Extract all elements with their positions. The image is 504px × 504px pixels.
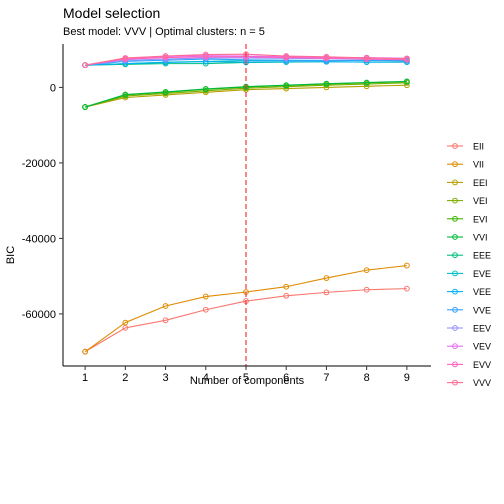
legend-key-point	[452, 215, 458, 222]
legend-item-evi: EVI	[447, 214, 488, 224]
legend-label: VVE	[473, 305, 491, 315]
legend-item-evv: EVV	[447, 360, 491, 370]
y-axis: 0 -20000 -40000 -60000	[22, 44, 64, 366]
x-tick-label: 5	[243, 372, 249, 384]
legend-item-vve: VVE	[447, 305, 491, 315]
data-point	[82, 348, 89, 355]
legend-item-eei: EEI	[447, 178, 488, 188]
legend-key-point	[452, 306, 458, 313]
legend-item-vii: VII	[447, 160, 484, 170]
legend-label: EVE	[473, 269, 491, 279]
legend-label: EVV	[473, 360, 491, 370]
data-point	[363, 267, 370, 274]
legend-label: EII	[473, 142, 484, 152]
data-point	[122, 91, 129, 98]
x-tick-label: 9	[404, 372, 410, 384]
data-point	[122, 319, 129, 326]
legend-key-point	[452, 379, 458, 386]
legend-item-vee: VEE	[447, 287, 491, 297]
x-axis: 1 2 3 4 5 6 7 8 9	[63, 365, 431, 384]
data-point	[122, 55, 129, 61]
legend-key-point	[452, 234, 458, 240]
legend-item-eee: EEE	[447, 251, 491, 261]
legend-key-point	[452, 270, 458, 277]
data-point	[162, 317, 169, 324]
x-tick-label: 1	[82, 372, 88, 384]
legend-label: VII	[473, 160, 484, 170]
data-point	[323, 275, 330, 281]
x-tick-label: 3	[162, 372, 168, 384]
legend-key-point	[452, 361, 458, 368]
legend-label: VEE	[473, 287, 491, 297]
legend-label: EVI	[473, 214, 488, 224]
chart-title: Model selection	[63, 5, 160, 21]
data-point	[202, 306, 209, 313]
legend-key-point	[452, 252, 458, 259]
y-tick-label: -60000	[22, 309, 56, 321]
legend-key-point	[452, 288, 458, 295]
legend-label: EEI	[473, 178, 488, 188]
data-point	[323, 80, 330, 87]
data-point	[403, 55, 410, 62]
y-tick-label: -20000	[22, 158, 56, 170]
data-point	[403, 82, 410, 89]
data-point	[403, 78, 410, 85]
data-point	[283, 283, 290, 290]
data-point	[202, 86, 209, 92]
x-tick-label: 4	[203, 372, 209, 384]
data-point	[162, 89, 169, 95]
y-tick-label: -40000	[22, 233, 56, 245]
legend-key-point	[452, 197, 458, 204]
legend-label: VVV	[473, 378, 491, 388]
legend-label: VVI	[473, 233, 488, 243]
data-point	[202, 51, 209, 58]
legend-key-point	[452, 143, 458, 149]
legend-item-eev: EEV	[447, 324, 491, 334]
x-tick-label: 7	[323, 372, 329, 384]
data-point	[162, 53, 169, 59]
series-line	[85, 58, 407, 66]
legend-label: VEV	[473, 342, 491, 352]
data-point	[323, 53, 330, 60]
x-tick-label: 8	[364, 372, 370, 384]
legend-key-point	[452, 161, 458, 168]
data-point	[363, 286, 370, 293]
legend-item-eii: EII	[447, 142, 484, 152]
legend-item-vei: VEI	[447, 196, 488, 206]
x-tick-label: 2	[122, 372, 128, 384]
data-point	[283, 82, 290, 89]
chart-subtitle: Best model: VVV | Optimal clusters: n = …	[63, 26, 265, 38]
data-point	[363, 79, 370, 86]
data-point	[82, 104, 89, 110]
legend-label: EEV	[473, 324, 491, 334]
plot-area	[82, 44, 410, 366]
legend-key-point	[452, 343, 458, 350]
legend: EII VII EEI VEI EVI VVI EEE EVE VEE VVE EEV VEV EVV V…	[447, 142, 491, 388]
data-point	[403, 262, 410, 269]
data-point	[283, 53, 290, 59]
y-tick-label: 0	[50, 82, 56, 94]
legend-label: EEE	[473, 251, 491, 261]
data-point	[202, 293, 209, 300]
legend-key-point	[452, 179, 458, 186]
data-point	[82, 62, 89, 69]
legend-item-eve: EVE	[447, 269, 491, 279]
legend-item-vev: VEV	[447, 342, 491, 352]
x-axis-title: Number of components	[190, 375, 305, 387]
legend-key-point	[452, 325, 458, 331]
data-point	[162, 303, 169, 309]
legend-label: VEI	[473, 196, 488, 206]
legend-item-vvv: VVV	[447, 378, 491, 388]
y-axis-title: BIC	[5, 246, 17, 264]
data-point	[363, 55, 370, 61]
data-point	[323, 289, 330, 296]
legend-item-vvi: VVI	[447, 233, 488, 243]
data-point	[403, 285, 410, 292]
x-tick-label: 6	[283, 372, 289, 384]
data-point	[283, 292, 290, 299]
